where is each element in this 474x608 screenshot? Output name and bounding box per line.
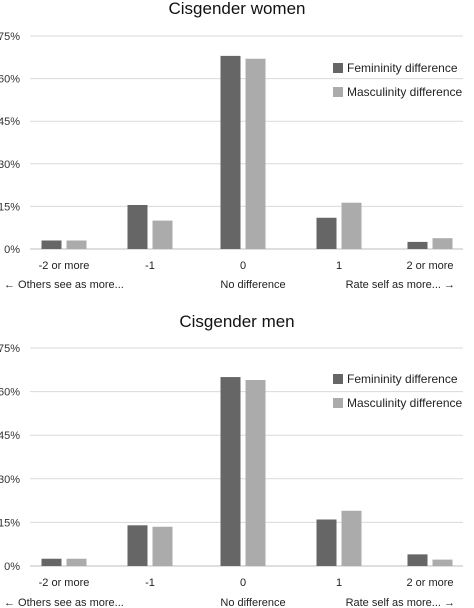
- y-tick-label: 75%: [0, 31, 20, 43]
- bar-masculinity-1: [152, 220, 173, 249]
- legend-swatch: [333, 63, 343, 73]
- bar-femininity-0: [41, 558, 62, 566]
- legend-label: Femininity difference: [347, 61, 458, 75]
- legend-label: Femininity difference: [347, 372, 458, 386]
- y-tick-label: 30%: [0, 159, 20, 171]
- legend-label: Masculinity difference: [347, 396, 462, 410]
- y-tick-label: 60%: [0, 74, 20, 86]
- y-tick-label: 0%: [4, 244, 20, 256]
- axis-note: No difference: [220, 597, 285, 608]
- legend-swatch: [333, 398, 343, 408]
- legend-label: Masculinity difference: [347, 85, 462, 99]
- bar-masculinity-2: [245, 379, 266, 566]
- legend-swatch: [333, 87, 343, 97]
- chart-title: Cisgender men: [179, 312, 294, 331]
- bar-femininity-1: [127, 204, 148, 249]
- y-tick-label: 60%: [0, 387, 20, 399]
- y-tick-label: 45%: [0, 430, 20, 442]
- bar-femininity-1: [127, 525, 148, 566]
- x-tick-label: 1: [336, 260, 342, 272]
- axis-note: ← Others see as more...: [4, 279, 124, 291]
- x-tick-label: 0: [240, 577, 246, 589]
- x-tick-label: -2 or more: [39, 260, 90, 272]
- bar-masculinity-0: [66, 240, 87, 249]
- y-tick-label: 15%: [0, 517, 20, 529]
- bar-masculinity-4: [432, 559, 453, 566]
- bar-masculinity-2: [245, 58, 266, 249]
- x-tick-label: -2 or more: [39, 577, 90, 589]
- axis-note: ← Others see as more...: [4, 597, 124, 608]
- y-tick-label: 75%: [0, 343, 20, 355]
- bar-masculinity-4: [432, 238, 453, 249]
- y-tick-label: 30%: [0, 474, 20, 486]
- y-tick-label: 15%: [0, 201, 20, 213]
- chart-0: Cisgender women 0% 15% 30% 45% 60% 75% -2 or mo…: [0, 0, 463, 291]
- x-tick-label: 2 or more: [406, 577, 453, 589]
- bar-femininity-2: [220, 55, 241, 249]
- bar-femininity-2: [220, 377, 241, 566]
- y-tick-label: 0%: [4, 561, 20, 573]
- x-tick-label: 1: [336, 577, 342, 589]
- bar-femininity-4: [407, 241, 428, 249]
- bar-masculinity-1: [152, 526, 173, 566]
- bar-femininity-3: [316, 217, 337, 249]
- x-tick-label: 2 or more: [406, 260, 453, 272]
- chart-1: Cisgender men 0% 15% 30% 45% 60% 75% -2 or more…: [0, 312, 463, 608]
- bar-masculinity-3: [341, 202, 362, 249]
- bar-masculinity-3: [341, 510, 362, 566]
- axis-note: No difference: [220, 279, 285, 291]
- bar-femininity-3: [316, 519, 337, 566]
- x-tick-label: -1: [145, 577, 155, 589]
- bar-femininity-4: [407, 554, 428, 566]
- x-tick-label: -1: [145, 260, 155, 272]
- bar-masculinity-0: [66, 558, 87, 566]
- legend-swatch: [333, 374, 343, 384]
- axis-note: Rate self as more... →: [346, 279, 455, 291]
- bar-femininity-0: [41, 240, 62, 249]
- x-tick-label: 0: [240, 260, 246, 272]
- y-tick-label: 45%: [0, 116, 20, 128]
- chart-title: Cisgender women: [168, 0, 305, 18]
- axis-note: Rate self as more... →: [346, 597, 455, 608]
